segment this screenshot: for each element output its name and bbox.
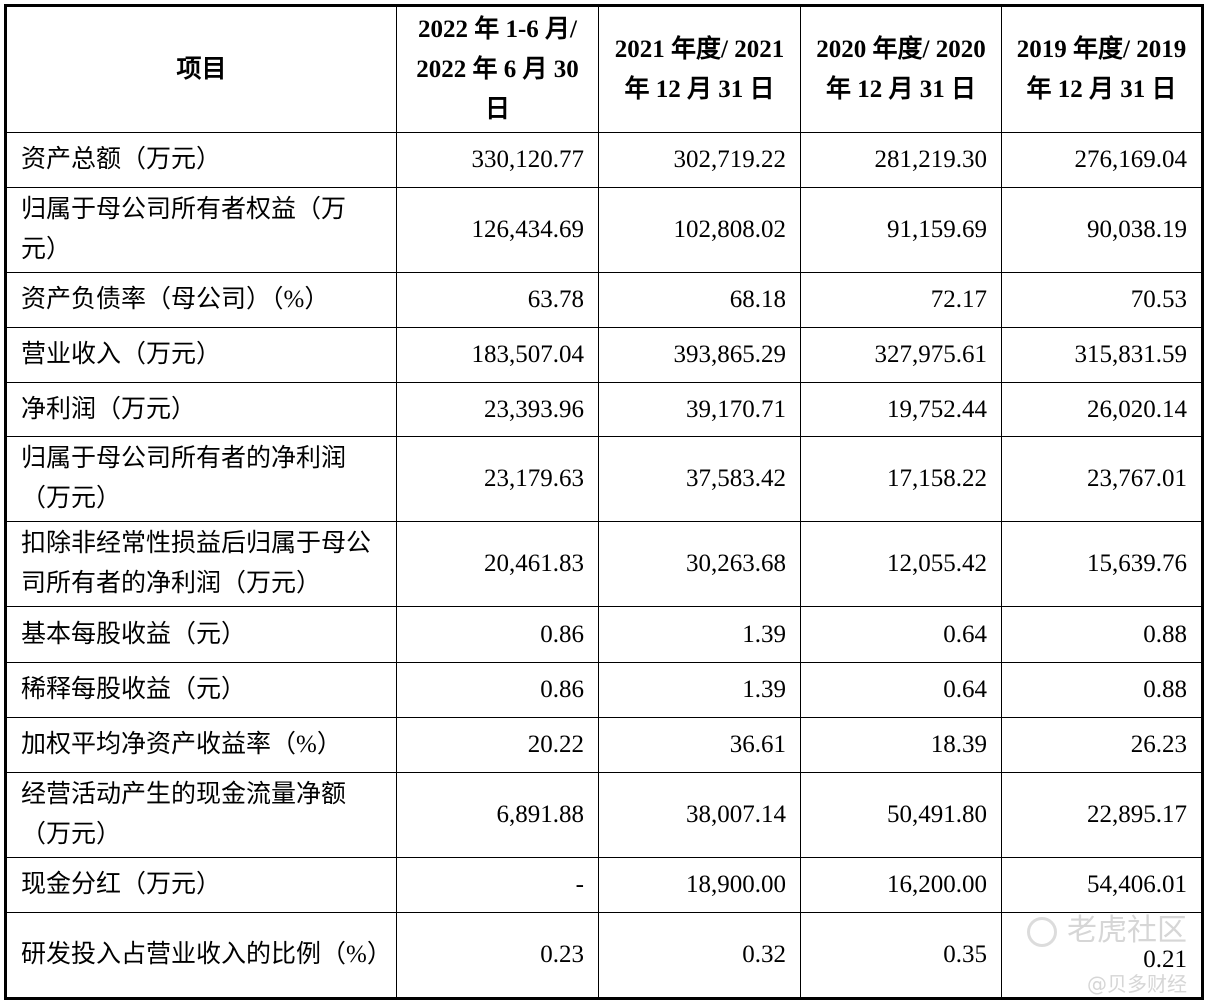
table-row: 现金分红（万元） -18,900.00 16,200.00 54,406.01	[5, 857, 1203, 913]
table-row: 稀释每股收益（元） 0.86 1.39 0.64 0.88	[5, 662, 1203, 718]
cell-value-text: 0.21	[1143, 946, 1187, 973]
column-header: 2022 年 1-6 月/ 2022 年 6 月 30 日	[396, 5, 599, 133]
cell-value: 20,461.83	[396, 521, 599, 607]
cell-value: 330,120.77	[396, 132, 599, 188]
cell-value: 23,767.01	[1001, 436, 1203, 522]
table-row: 资产负债率（母公司）（%） 63.78 68.18 72.17 70.53	[5, 272, 1203, 328]
row-label: 资产负债率（母公司）（%）	[5, 272, 397, 328]
financial-summary-table: 项目 2022 年 1-6 月/ 2022 年 6 月 30 日 2021 年度/ …	[4, 4, 1204, 1000]
table-row: 加权平均净资产收益率（%） 20.22 36.61 18.39 26.23	[5, 717, 1203, 773]
cell-value: 281,219.30	[800, 132, 1002, 188]
cell-value: 12,055.42	[800, 521, 1002, 607]
cell-value: 68.18	[598, 272, 801, 328]
row-label: 净利润（万元）	[5, 382, 397, 437]
row-label: 扣除非经常性损益后归属于母公司所有者的净利润（万元）	[5, 521, 397, 607]
cell-value: -	[396, 857, 599, 913]
table-row: 研发投入占营业收入的比例（%） 0.23 0.32 0.35 老虎社区 0.21 @贝多财经	[5, 912, 1203, 999]
row-label: 归属于母公司所有者的净利润（万元）	[5, 436, 397, 522]
cell-value: 0.32	[598, 912, 801, 999]
table-row: 资产总额（万元） 330,120.77 302,719.22 281,219.30 27…	[5, 132, 1203, 188]
cell-value: 183,507.04	[396, 327, 599, 383]
table-row: 扣除非经常性损益后归属于母公司所有者的净利润（万元） 20,461.83 30,26…	[5, 521, 1203, 607]
row-label: 稀释每股收益（元）	[5, 662, 397, 718]
row-label: 研发投入占营业收入的比例（%）	[5, 912, 397, 999]
watermark-brand: 老虎社区	[1067, 913, 1187, 948]
cell-value: 327,975.61	[800, 327, 1002, 383]
cell-value: 0.88	[1001, 662, 1203, 718]
cell-value: 0.88	[1001, 606, 1203, 663]
cell-value: 0.64	[800, 662, 1002, 718]
row-label: 经营活动产生的现金流量净额（万元）	[5, 772, 397, 858]
column-header: 2021 年度/ 2021 年 12 月 31 日	[598, 5, 801, 133]
cell-value: 302,719.22	[598, 132, 801, 188]
cell-value: 0.64	[800, 606, 1002, 663]
cell-value: 126,434.69	[396, 187, 599, 273]
cell-value: 0.86	[396, 606, 599, 663]
cell-value: 0.86	[396, 662, 599, 718]
cell-value: 6,891.88	[396, 772, 599, 858]
cell-value: 15,639.76	[1001, 521, 1203, 607]
header-row: 项目 2022 年 1-6 月/ 2022 年 6 月 30 日 2021 年度/ …	[5, 5, 1203, 133]
cell-value: 72.17	[800, 272, 1002, 328]
cell-value: 63.78	[396, 272, 599, 328]
cell-value: 38,007.14	[598, 772, 801, 858]
cell-value: 老虎社区 0.21 @贝多财经	[1001, 912, 1203, 999]
row-label: 营业收入（万元）	[5, 327, 397, 383]
watermark-author: @贝多财经	[1087, 972, 1187, 996]
row-label: 归属于母公司所有者权益（万元）	[5, 187, 397, 273]
cell-value: 18,900.00	[598, 857, 801, 913]
cell-value: 54,406.01	[1001, 857, 1203, 913]
cell-value: 393,865.29	[598, 327, 801, 383]
cell-value: 26,020.14	[1001, 382, 1203, 437]
cell-value: 36.61	[598, 717, 801, 773]
cell-value: 0.35	[800, 912, 1002, 999]
cell-value: 19,752.44	[800, 382, 1002, 437]
row-label: 基本每股收益（元）	[5, 606, 397, 663]
cell-value: 23,393.96	[396, 382, 599, 437]
cell-value: 22,895.17	[1001, 772, 1203, 858]
column-header: 2019 年度/ 2019 年 12 月 31 日	[1001, 5, 1203, 133]
cell-value: 16,200.00	[800, 857, 1002, 913]
cell-value: 315,831.59	[1001, 327, 1203, 383]
cell-value: 70.53	[1001, 272, 1203, 328]
table-row: 经营活动产生的现金流量净额（万元） 6,891.88 38,007.14 50,491…	[5, 772, 1203, 858]
cell-value: 20.22	[396, 717, 599, 773]
row-label: 资产总额（万元）	[5, 132, 397, 188]
cell-value: 102,808.02	[598, 187, 801, 273]
table-row: 归属于母公司所有者的净利润（万元） 23,179.63 37,583.42 17,15…	[5, 436, 1203, 522]
column-header: 项目	[5, 5, 397, 133]
cell-value: 90,038.19	[1001, 187, 1203, 273]
cell-value: 1.39	[598, 606, 801, 663]
table-row: 基本每股收益（元） 0.86 1.39 0.64 0.88	[5, 606, 1203, 663]
cell-value: 276,169.04	[1001, 132, 1203, 188]
cell-value: 50,491.80	[800, 772, 1002, 858]
cell-value: 39,170.71	[598, 382, 801, 437]
cell-value: 37,583.42	[598, 436, 801, 522]
row-label: 加权平均净资产收益率（%）	[5, 717, 397, 773]
cell-value: 26.23	[1001, 717, 1203, 773]
cell-value: 18.39	[800, 717, 1002, 773]
row-label: 现金分红（万元）	[5, 857, 397, 913]
column-header: 2020 年度/ 2020 年 12 月 31 日	[800, 5, 1002, 133]
watermark-brand-line: 老虎社区	[1016, 915, 1187, 947]
cell-value: 91,159.69	[800, 187, 1002, 273]
cell-value: 0.23	[396, 912, 599, 999]
table-row: 净利润（万元） 23,393.96 39,170.71 19,752.44 26,020…	[5, 382, 1203, 437]
cell-value: 1.39	[598, 662, 801, 718]
cell-value: 23,179.63	[396, 436, 599, 522]
table-row: 营业收入（万元） 183,507.04 393,865.29 327,975.61 31…	[5, 327, 1203, 383]
cell-value: 17,158.22	[800, 436, 1002, 522]
watermark-logo-icon	[1027, 916, 1057, 947]
cell-value: 30,263.68	[598, 521, 801, 607]
table-row: 归属于母公司所有者权益（万元） 126,434.69 102,808.02 91,15…	[5, 187, 1203, 273]
